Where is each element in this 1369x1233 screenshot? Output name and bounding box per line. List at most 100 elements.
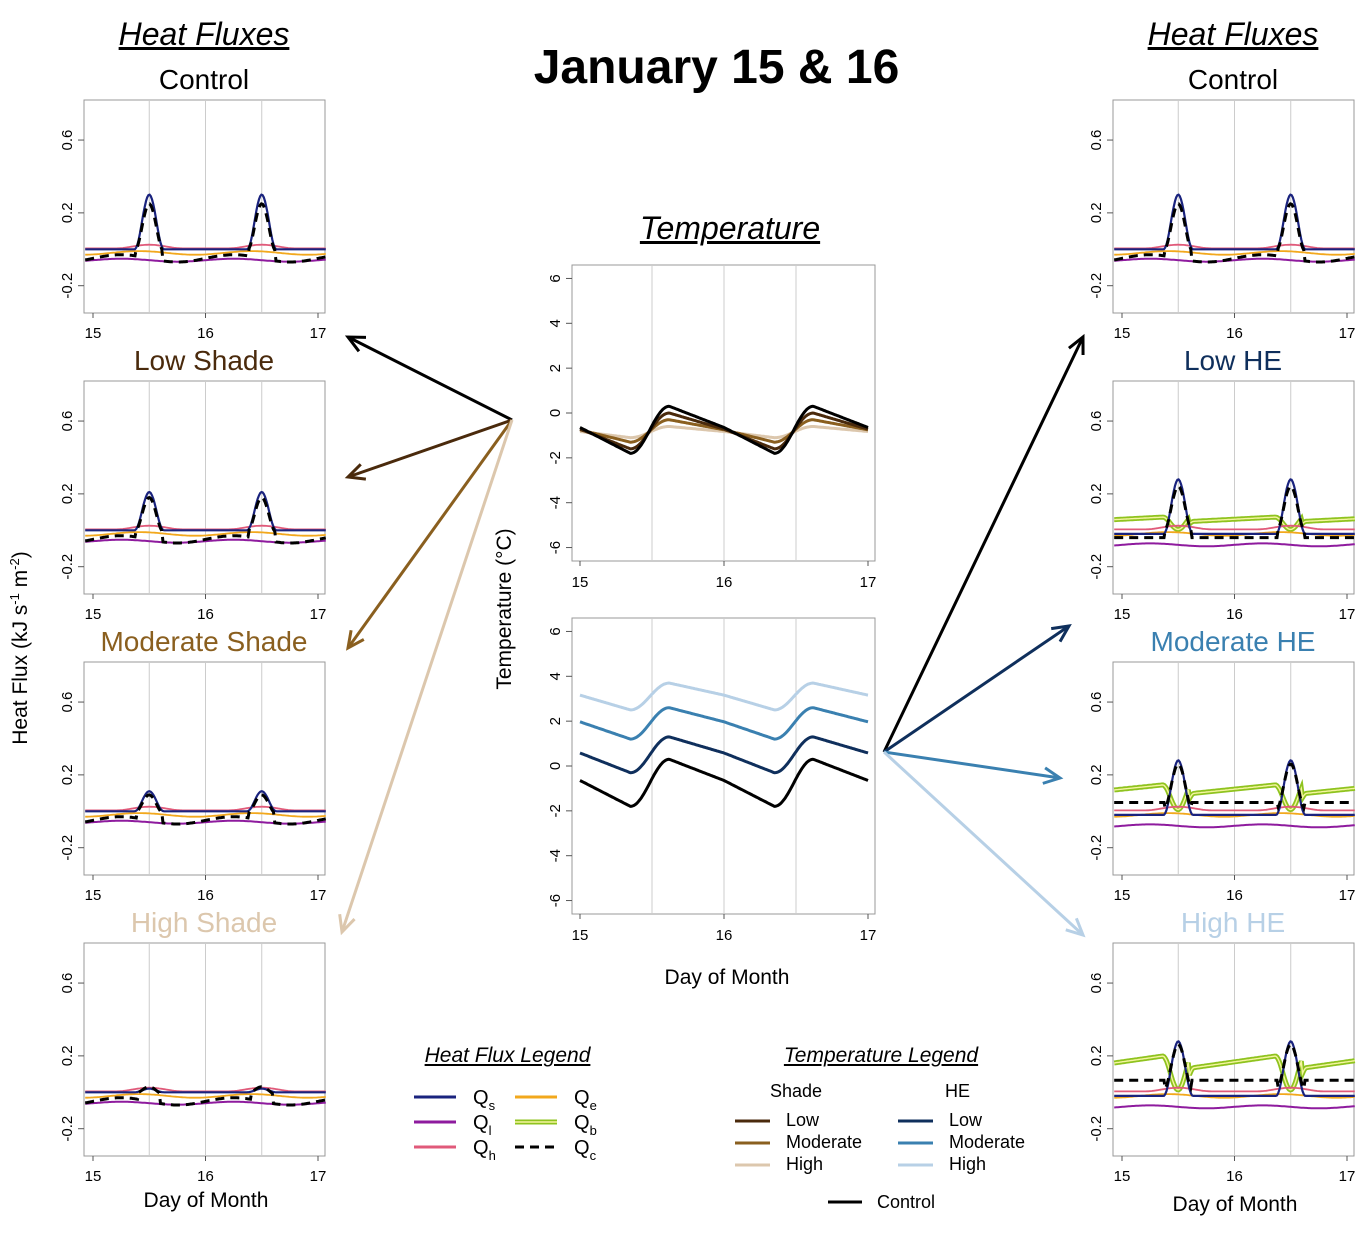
temperature-shade-panel-ytick-label: -6 [547,541,564,554]
left-panel-label-low-shade: Low Shade [133,345,275,376]
arrow-low-shade-head [344,463,367,481]
right-panel-2-series-qs [1114,759,1355,816]
right-panel-2-xtick-label: 16 [1226,887,1243,904]
left-panel-1-xtick-label: 17 [310,606,327,623]
right-panel-3-ytick-label: 0.6 [1088,973,1105,994]
heat-flux-legend-item-qs: Qs [414,1087,496,1113]
left-panel-0-series-qs [85,193,326,251]
right-panel-0-series-qe [1114,250,1355,256]
arrow-control-right [882,333,1085,753]
arrow-control-right-head [1067,333,1085,356]
heat-flux-legend-item-qh: Qh [414,1137,496,1163]
left-panel-1: -0.2 0.2 0.6 15 16 17 [59,380,327,623]
left-panel-3-series-qs [85,1087,326,1094]
temperature-he-panel-ytick-label: 0 [547,762,564,770]
right-x-axis-label: Day of Month [1172,1193,1298,1216]
temperature-legend-title: Temperature Legend [783,1044,979,1067]
legend-label-subscript: h [489,1148,496,1163]
left-panel-1-ytick-label: -0.2 [59,554,76,580]
left-panel-2-ytick-label: 0.6 [59,692,76,713]
left-panel-0-xtick-label: 17 [310,325,327,342]
right-panel-3-xtick-label: 17 [1339,1168,1356,1185]
temperature-legend-shade-low: Low [786,1110,820,1130]
arrow-control-left [344,335,513,422]
heat-flux-legend-item-qe: Qe [515,1087,597,1113]
left-panel-2-series-qc [84,793,327,826]
heat-flux-legend-item-qc: Qc [515,1137,597,1163]
legend-label-qh: Qh [473,1137,496,1163]
right-panel-1-xtick-label: 15 [1114,606,1131,623]
right-panel-label-moderate-he: Moderate HE [1150,626,1316,657]
right-panel-label-control: Control [1187,64,1279,95]
right-panel-3-xtick-label: 16 [1226,1168,1243,1185]
left-panel-1-ytick-label: 0.2 [59,483,76,504]
left-panel-1-frame [83,380,326,595]
arrow-high-he [882,750,1086,938]
right-panel-3-series-qc [1114,1042,1355,1094]
right-panel-1-xtick-label: 16 [1226,606,1243,623]
heat-flux-legend-title: Heat Flux Legend [424,1044,591,1067]
right-panel-2-series-ql [1114,823,1355,829]
right-panel-0-xtick-label: 16 [1226,325,1243,342]
right-panel-0-series-qs [1114,193,1355,251]
arrow-moderate-shade-shaft [346,419,514,649]
right-panel-0-frame [1112,99,1355,314]
left-panel-0-ytick-label: -0.2 [59,273,76,299]
arrow-moderate-he [883,750,1064,785]
right-panel-1-series-qc [1114,484,1355,540]
temperature-section-header: Temperature [639,210,821,246]
arrow-control-left-shaft [347,335,513,422]
right-panel-0-xtick-label: 15 [1114,325,1131,342]
arrow-low-he-shaft [883,624,1070,754]
right-panel-1-series-qh [1114,524,1355,531]
left-panel-1-series-qe [85,531,326,537]
left-panel-1-series-ql [85,538,326,544]
temperature-he-panel-series-control [579,757,869,808]
temperature-shade-panel-ytick-label: 4 [547,319,564,327]
right-panel-3-ytick-label: 0.2 [1088,1045,1105,1066]
legend-label-subscript: s [489,1098,496,1113]
right-panel-0-ytick-label: 0.2 [1088,202,1105,223]
legend-label-subscript: b [590,1123,597,1138]
arrow-high-he-head [1065,917,1086,938]
left-panel-2: -0.2 0.2 0.6 15 16 17 [59,661,327,904]
left-panel-0-xtick-label: 16 [197,325,214,342]
legend-label-ql: Ql [473,1112,492,1138]
right-panel-1-series-ql [1114,542,1355,548]
left-panel-3-series-ql [85,1100,326,1106]
left-panel-2-frame [83,661,326,876]
legend-label-qc: Qc [574,1137,597,1163]
temperature-legend-control: Control [877,1192,936,1212]
right-panel-3-series-qh [1114,1086,1355,1093]
left-panel-label-moderate-shade: Moderate Shade [100,626,308,657]
left-panel-0-frame [83,99,326,314]
temperature-shade-panel-ytick-label: 2 [547,364,564,372]
right-panel-2-ytick-label: 0.2 [1088,764,1105,785]
right-panel-label-high-he: High HE [1180,907,1286,938]
right-panel-0-ytick-label: -0.2 [1088,273,1105,299]
temperature-he-panel-xtick-label: 16 [716,927,733,944]
temperature-shade-panel-ytick-label: -4 [547,496,564,509]
left-panel-3-xtick-label: 16 [197,1168,214,1185]
right-panel-0-xtick-label: 17 [1339,325,1356,342]
left-panel-0-ytick-label: 0.2 [59,202,76,223]
right-panel-0: -0.2 0.2 0.6 15 16 17 [1088,99,1356,342]
right-panel-3-series-qs [1114,1040,1355,1097]
right-panel-1-xtick-label: 17 [1339,606,1356,623]
arrow-low-shade [344,418,513,481]
temperature-x-axis-label: Day of Month [664,966,790,989]
temperature-he-panel-ytick-label: -2 [547,804,564,817]
right-panel-2: -0.2 0.2 0.6 15 16 17 [1088,661,1355,904]
left-panel-3: -0.2 0.2 0.6 15 16 17 [59,942,326,1185]
right-panel-0-series-ql [1114,257,1355,263]
temperature-legend-he-moderate: Moderate [949,1132,1026,1152]
right-panel-2-series-qb-inner [1114,784,1355,811]
temperature-shade-panel-xtick-label: 17 [860,574,877,591]
right-panel-3-series-ql [1114,1104,1355,1110]
left-panel-3-frame [83,942,326,1157]
right-panel-3-series-qb-inner [1114,1055,1355,1091]
legend-label-subscript: c [590,1148,597,1163]
left-panel-1-series-qc [84,495,327,545]
left-panel-0-xtick-label: 15 [85,325,102,342]
temperature-he-panel-ytick-label: 2 [547,717,564,725]
